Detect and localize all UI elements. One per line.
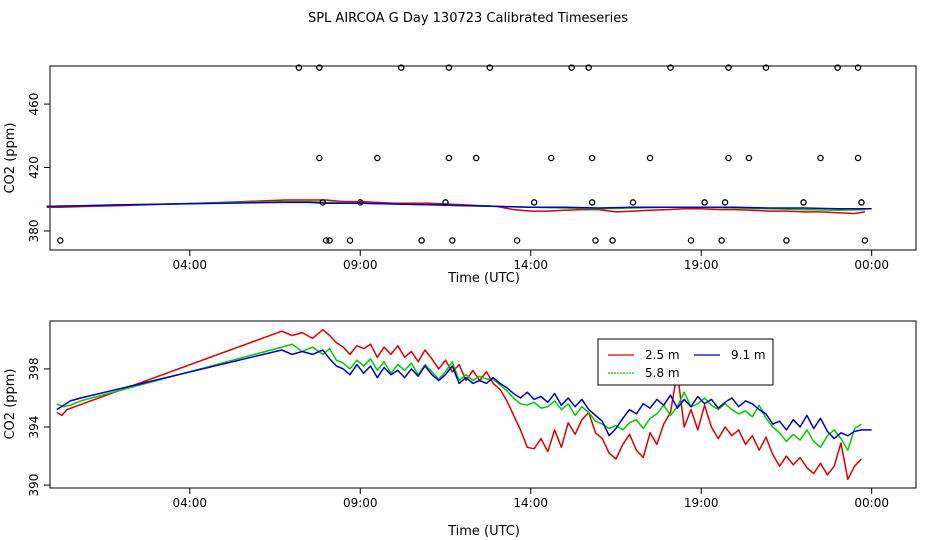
- y-axis-bottom: 390 394 398: [27, 357, 50, 497]
- panel-bottom-chart: 390 394 398 04:00 09:00 14:00 19:00 00:00 Time…: [3, 320, 917, 539]
- x-tick-label: 00:00: [854, 496, 889, 510]
- y-tick-label: 420: [27, 156, 41, 179]
- page-title: SPL AIRCOA G Day 130723 Calibrated Times…: [308, 11, 628, 26]
- calibration-point: [854, 154, 862, 162]
- calibration-point: [486, 64, 494, 71]
- x-tick-label: 04:00: [172, 258, 207, 272]
- calibration-point: [445, 64, 453, 71]
- series-line-9-1-m: [46, 201, 872, 210]
- legend-label-5-8m: 5.8 m: [645, 366, 680, 380]
- y-tick-label: 460: [27, 93, 41, 116]
- calibration-point: [588, 199, 596, 206]
- calibration-point: [646, 154, 654, 162]
- legend: 2.5 m 9.1 m 5.8 m: [597, 338, 774, 386]
- x-tick-label: 19:00: [684, 258, 719, 272]
- calibration-point: [725, 64, 732, 71]
- y-axis-label-top: CO2 (ppm): [3, 122, 18, 193]
- calibration-point: [56, 237, 64, 244]
- calibration-point: [346, 237, 354, 244]
- calibration-point: [319, 199, 327, 206]
- x-tick-label: 14:00: [513, 496, 548, 510]
- x-axis-label-bottom: Time (UTC): [447, 524, 520, 539]
- y-tick-label: 380: [27, 220, 41, 243]
- legend-label-2-5m: 2.5 m: [645, 348, 680, 362]
- calibration-point: [588, 154, 596, 162]
- series-line-2-5-m: [46, 199, 866, 215]
- calibration-point: [861, 237, 869, 244]
- plot-frame-bottom: [49, 320, 917, 489]
- calibration-point: [397, 64, 405, 71]
- series-line-2-5-m: [56, 328, 862, 481]
- calibration-point: [858, 199, 865, 206]
- x-tick-label: 09:00: [343, 258, 378, 272]
- calibration-point: [800, 199, 807, 206]
- calibration-point: [592, 237, 599, 244]
- calibration-points: [56, 64, 869, 244]
- series-lines-top: [46, 199, 872, 215]
- calibration-point: [687, 237, 695, 244]
- x-tick-label: 00:00: [854, 258, 889, 272]
- calibration-point: [568, 64, 575, 71]
- y-axis-label-bottom: CO2 (ppm): [3, 368, 18, 439]
- calibration-point: [701, 199, 708, 206]
- x-axis-bottom: 04:00 09:00 14:00 19:00 00:00: [172, 488, 889, 510]
- calibration-point: [472, 154, 480, 162]
- calibration-point: [725, 154, 732, 162]
- x-axis-label-top: Time (UTC): [447, 271, 520, 286]
- calibration-point: [445, 154, 453, 162]
- calibration-point: [322, 237, 330, 244]
- calibration-point: [449, 237, 456, 244]
- calibration-point: [357, 199, 364, 206]
- y-tick-label: 398: [27, 357, 41, 380]
- y-tick-label: 394: [27, 416, 41, 439]
- calibration-point: [418, 237, 425, 244]
- plot-frame-top: [49, 65, 917, 251]
- series-line-9-1-m: [56, 349, 872, 440]
- calibration-point: [834, 64, 841, 71]
- y-axis-top: 380 420 460: [27, 93, 50, 243]
- calibration-point: [585, 64, 592, 71]
- x-tick-label: 09:00: [343, 496, 378, 510]
- calibration-point: [817, 154, 824, 162]
- calibration-point: [547, 154, 555, 162]
- calibration-point: [783, 237, 790, 244]
- calibration-point: [854, 64, 862, 71]
- x-axis-top: 04:00 09:00 14:00 19:00 00:00: [172, 250, 889, 272]
- calibration-point: [316, 154, 323, 162]
- legend-box: [597, 338, 774, 386]
- calibration-point: [442, 199, 449, 206]
- calibration-point: [609, 237, 616, 244]
- calibration-point: [513, 237, 521, 244]
- calibration-point: [629, 199, 637, 206]
- calibration-point: [721, 199, 729, 206]
- calibration-point: [316, 64, 323, 71]
- calibration-point: [326, 237, 333, 244]
- y-tick-label: 390: [27, 474, 41, 497]
- series-lines-bottom: [56, 328, 872, 481]
- calibration-point: [762, 64, 770, 71]
- calibration-point: [295, 64, 303, 71]
- calibration-point: [667, 64, 674, 71]
- legend-label-9-1m: 9.1 m: [731, 348, 766, 362]
- calibration-point: [745, 154, 753, 162]
- x-tick-label: 14:00: [513, 258, 548, 272]
- calibration-point: [374, 154, 381, 162]
- panel-top-chart: 380 420 460 04:00 09:00 14:00 19:00 00:00 Time…: [3, 64, 917, 286]
- x-tick-label: 19:00: [684, 496, 719, 510]
- calibration-point: [530, 199, 538, 206]
- calibration-point: [718, 237, 725, 244]
- x-tick-label: 04:00: [172, 496, 207, 510]
